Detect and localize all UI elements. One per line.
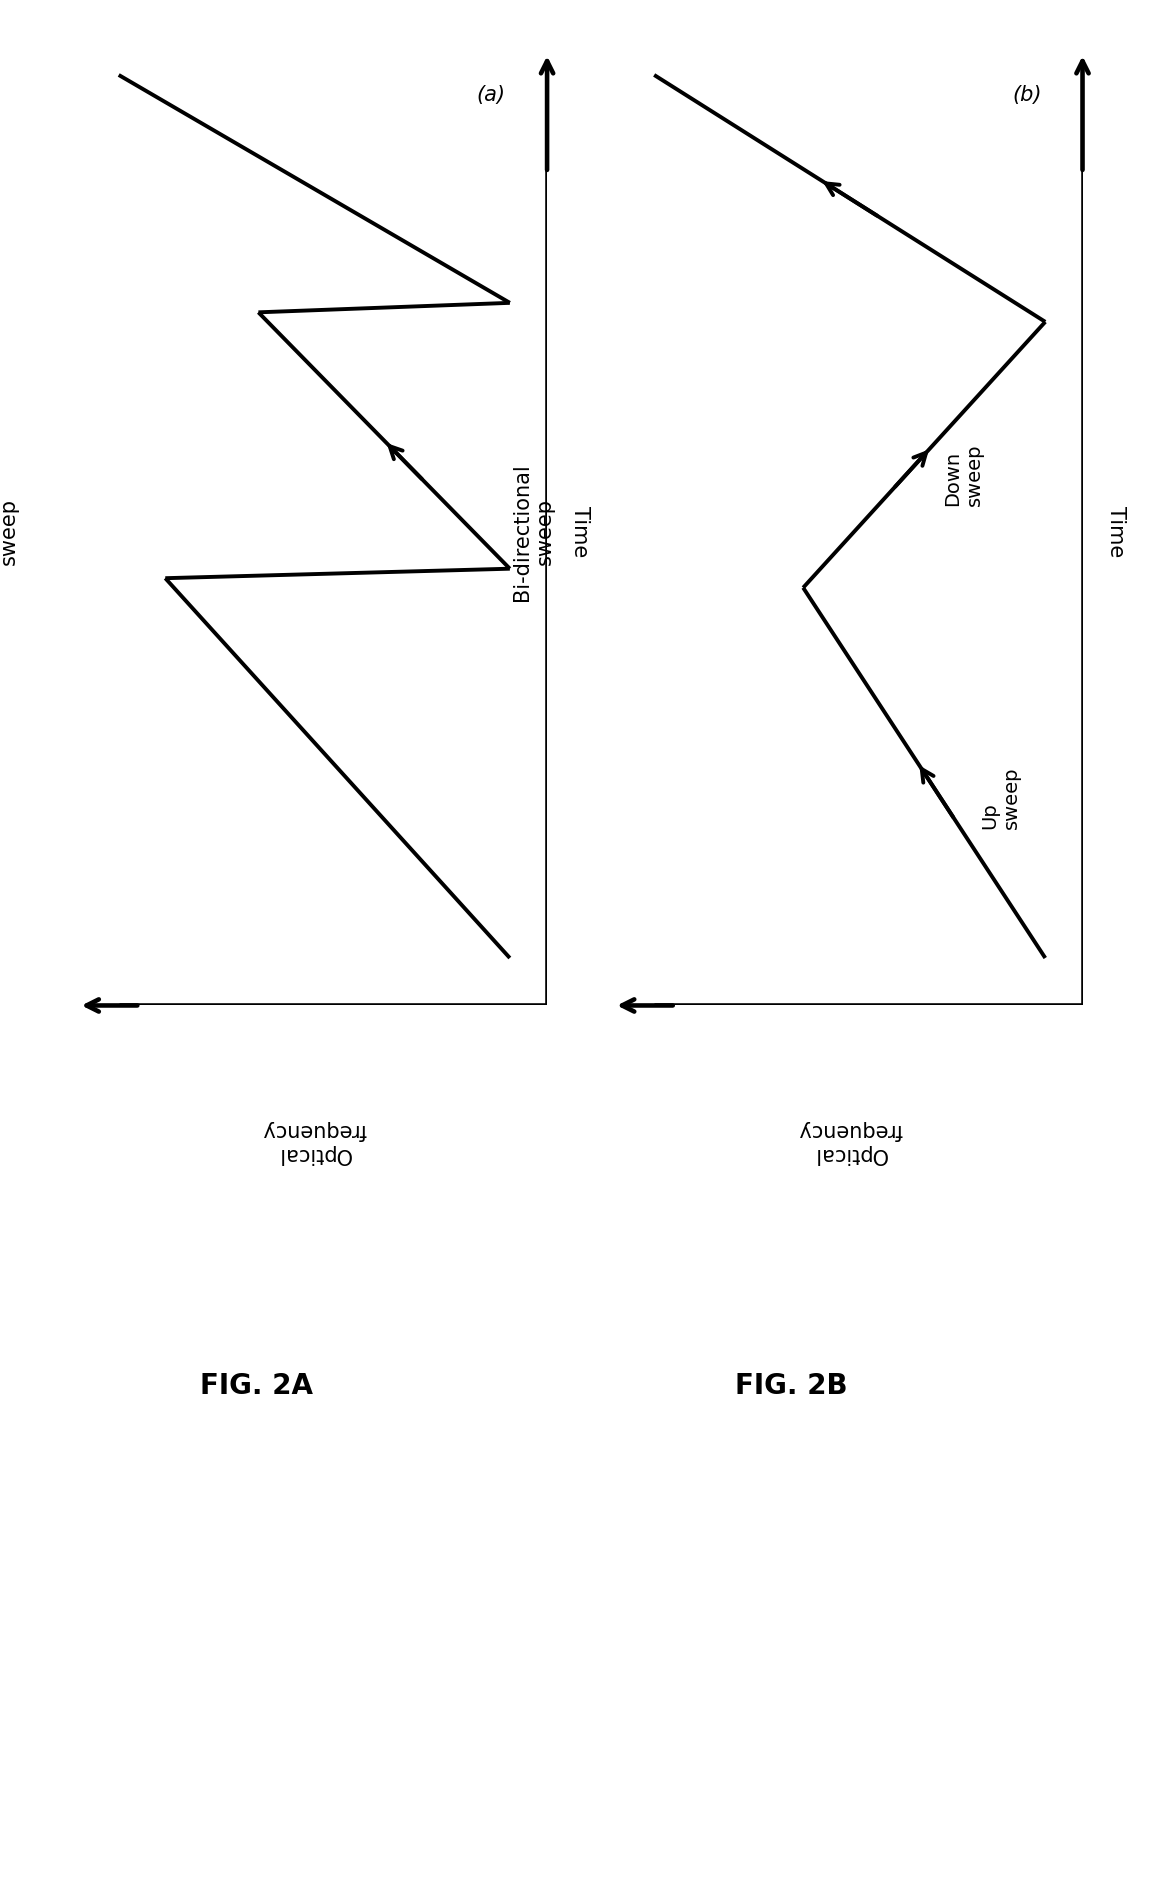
Text: Time: Time xyxy=(570,507,590,556)
Text: Unidirectional
sweep: Unidirectional sweep xyxy=(0,459,20,604)
Text: FIG. 2A: FIG. 2A xyxy=(199,1372,313,1399)
Text: Bi-directional
sweep: Bi-directional sweep xyxy=(511,463,555,600)
Text: (b): (b) xyxy=(1012,85,1042,106)
Text: Down
sweep: Down sweep xyxy=(943,444,984,505)
Text: Up
sweep: Up sweep xyxy=(980,767,1021,828)
Text: Optical
frequency: Optical frequency xyxy=(797,1120,902,1163)
Text: Optical
frequency: Optical frequency xyxy=(262,1120,367,1163)
Text: Time: Time xyxy=(1106,507,1126,556)
Text: FIG. 2B: FIG. 2B xyxy=(736,1372,847,1399)
Text: (a): (a) xyxy=(477,85,505,106)
